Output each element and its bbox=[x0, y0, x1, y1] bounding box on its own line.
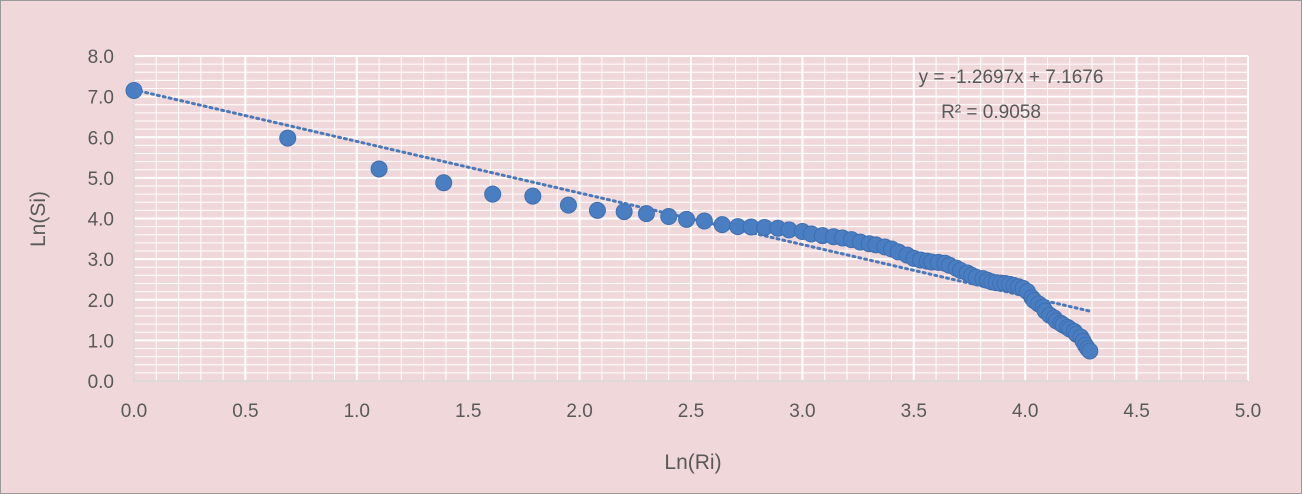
y-tick-label: 7.0 bbox=[88, 88, 114, 109]
trendline-equation: y = -1.2697x + 7.1676 bbox=[919, 67, 1104, 88]
r-squared-label: R² = 0.9058 bbox=[941, 102, 1041, 123]
data-point bbox=[484, 185, 502, 203]
x-tick-label: 2.5 bbox=[678, 401, 704, 422]
y-tick-label: 4.0 bbox=[88, 210, 114, 231]
data-point bbox=[524, 187, 542, 205]
data-points-layer bbox=[125, 82, 1099, 360]
trendline-layer bbox=[132, 88, 1092, 313]
data-point bbox=[588, 201, 606, 219]
y-tick-label: 2.0 bbox=[88, 291, 114, 312]
data-point bbox=[435, 174, 453, 192]
data-point bbox=[1081, 342, 1099, 360]
x-tick-label: 4.5 bbox=[1123, 401, 1149, 422]
data-point bbox=[637, 205, 655, 223]
data-point bbox=[370, 160, 388, 178]
y-tick-label: 0.0 bbox=[88, 372, 114, 393]
x-tick-label: 1.0 bbox=[344, 401, 370, 422]
x-axis-title: Ln(Ri) bbox=[664, 451, 721, 474]
y-tick-label: 3.0 bbox=[88, 250, 114, 271]
tick-labels-layer: 0.0 0.5 1.0 1.5 2.0 2.5 3.0 3.5 4.0 4.5 5.0 0.0 1.0 2… bbox=[88, 47, 1262, 422]
data-point bbox=[695, 212, 713, 230]
y-tick-label: 8.0 bbox=[88, 47, 114, 68]
y-axis-title: Ln(Si) bbox=[27, 191, 50, 247]
y-tick-label: 6.0 bbox=[88, 128, 114, 149]
axis-layer bbox=[133, 56, 1248, 382]
x-tick-label: 3.0 bbox=[789, 401, 815, 422]
x-tick-label: 0.0 bbox=[121, 401, 147, 422]
x-tick-label: 4.0 bbox=[1012, 401, 1038, 422]
x-tick-label: 1.5 bbox=[455, 401, 481, 422]
y-tick-label: 1.0 bbox=[88, 331, 114, 352]
data-point bbox=[713, 216, 731, 234]
data-point bbox=[125, 82, 143, 100]
x-tick-label: 2.0 bbox=[566, 401, 592, 422]
y-tick-label: 5.0 bbox=[88, 169, 114, 190]
data-point bbox=[678, 210, 696, 228]
data-point bbox=[615, 203, 633, 221]
x-tick-label: 0.5 bbox=[232, 401, 258, 422]
data-point bbox=[279, 129, 297, 147]
data-point bbox=[559, 196, 577, 214]
data-point bbox=[660, 207, 678, 225]
x-tick-label: 3.5 bbox=[901, 401, 927, 422]
trendline bbox=[132, 88, 1092, 313]
x-tick-label: 5.0 bbox=[1235, 401, 1261, 422]
